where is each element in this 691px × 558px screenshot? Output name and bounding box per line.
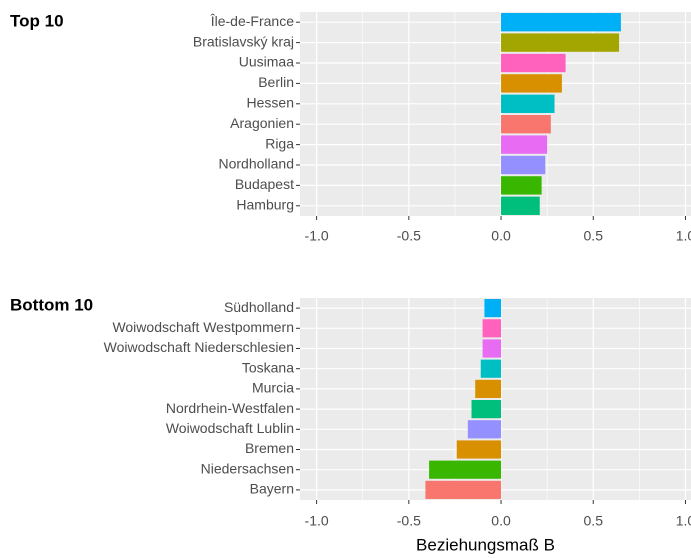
y-tick-label: Bratislavský kraj bbox=[193, 33, 294, 49]
bar bbox=[501, 176, 542, 195]
x-tick-label: 1.0 bbox=[676, 513, 691, 529]
bar bbox=[429, 460, 502, 479]
y-tick-label: Murcia bbox=[252, 380, 294, 396]
bar bbox=[501, 13, 621, 32]
bar bbox=[482, 319, 502, 338]
y-tick-label: Woiwodschaft Westpommern bbox=[112, 319, 294, 335]
y-tick-label: Hessen bbox=[247, 95, 294, 111]
bar bbox=[484, 299, 502, 318]
y-tick-label: Bayern bbox=[250, 481, 294, 497]
x-tick-label: -0.5 bbox=[397, 513, 421, 529]
y-tick-label: Aragonien bbox=[230, 115, 294, 131]
y-tick-label: Nordrhein-Westfalen bbox=[166, 400, 294, 416]
x-tick-label: 0.0 bbox=[491, 228, 511, 244]
y-tick-label: Hamburg bbox=[236, 197, 294, 213]
x-tick-label: 1.0 bbox=[676, 228, 691, 244]
y-tick-label: Bremen bbox=[245, 440, 294, 456]
y-tick-label: Woiwodschaft Lublin bbox=[166, 420, 294, 436]
bar bbox=[471, 400, 502, 419]
bar bbox=[501, 135, 548, 154]
bar bbox=[456, 440, 502, 459]
bar bbox=[501, 33, 620, 52]
x-tick-label: -1.0 bbox=[305, 228, 329, 244]
bar bbox=[501, 74, 562, 93]
bar bbox=[467, 420, 502, 439]
bar bbox=[482, 339, 502, 358]
y-tick-label: Woiwodschaft Niederschlesien bbox=[104, 339, 294, 355]
bar bbox=[501, 115, 551, 134]
y-tick-label: Berlin bbox=[258, 74, 294, 90]
bar bbox=[480, 359, 502, 378]
y-tick-label: Niedersachsen bbox=[201, 460, 294, 476]
x-tick-label: 0.0 bbox=[491, 513, 511, 529]
x-tick-label: -0.5 bbox=[397, 228, 421, 244]
x-tick-label: 0.5 bbox=[584, 513, 604, 529]
y-tick-label: Riga bbox=[265, 135, 294, 151]
y-tick-label: Südholland bbox=[224, 299, 294, 315]
panel-background bbox=[300, 12, 691, 216]
y-tick-label: Uusimaa bbox=[239, 54, 294, 70]
x-axis-title: Beziehungsmaß B bbox=[416, 535, 555, 554]
bar bbox=[501, 155, 546, 175]
y-tick-label: Nordholland bbox=[219, 156, 295, 172]
chart-title: Bottom 10 bbox=[10, 295, 93, 314]
x-tick-label: 0.5 bbox=[584, 228, 604, 244]
bar bbox=[501, 196, 540, 215]
bar bbox=[501, 94, 555, 113]
chart-title: Top 10 bbox=[10, 11, 64, 30]
bar bbox=[475, 379, 502, 398]
x-tick-label: -1.0 bbox=[305, 513, 329, 529]
y-tick-label: Toskana bbox=[242, 359, 294, 375]
bar bbox=[425, 480, 502, 499]
bar bbox=[501, 53, 566, 73]
y-tick-label: Île-de-France bbox=[210, 13, 294, 29]
y-tick-label: Budapest bbox=[235, 176, 294, 192]
